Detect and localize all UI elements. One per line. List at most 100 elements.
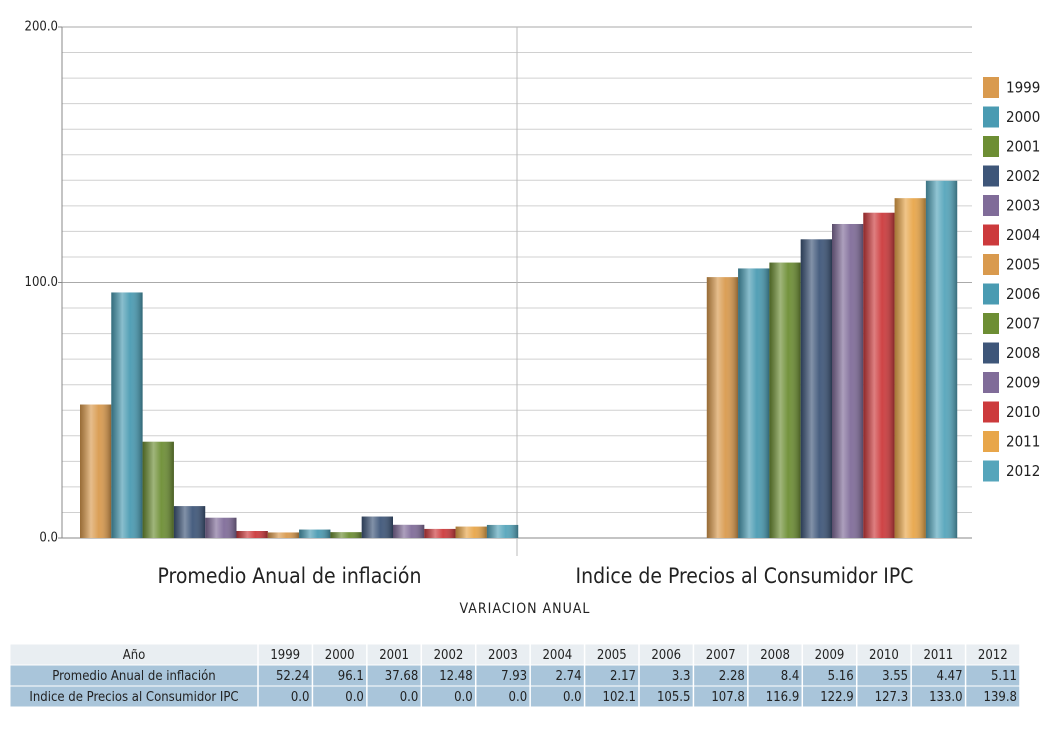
table-column-header: 2002: [434, 648, 464, 663]
legend-swatch: [983, 431, 999, 452]
table-column-header: 2010: [869, 648, 899, 663]
legend-swatch: [983, 77, 999, 98]
legend-label: 2005: [1006, 256, 1040, 274]
y-tick-label: 0.0: [39, 531, 58, 546]
legend-swatch: [983, 254, 999, 275]
bar-shade: [486, 524, 519, 538]
bar-shade: [142, 441, 174, 538]
table-cell: 2.17: [610, 669, 636, 684]
table-column-header: 2004: [542, 648, 572, 663]
bar-shade: [299, 529, 331, 538]
bar-shade: [832, 223, 864, 539]
bar-shade: [455, 526, 487, 538]
table-column-header: 2012: [978, 648, 1008, 663]
table-cell: 0.0: [454, 690, 473, 705]
bar-shade: [769, 262, 801, 538]
legend-label: 2011: [1006, 433, 1040, 451]
table-cell: 3.3: [672, 669, 691, 684]
bar-shade: [800, 239, 832, 538]
bar-shade: [925, 180, 958, 538]
table-column-header: 2003: [488, 648, 518, 663]
table-cell: 2.74: [556, 669, 582, 684]
legend-label: 2001: [1006, 138, 1040, 156]
legend-swatch: [983, 313, 999, 334]
table-cell: 5.16: [828, 669, 854, 684]
table-cell: 116.9: [766, 690, 799, 705]
table-cell: 52.24: [276, 669, 309, 684]
table-cell: 0.0: [563, 690, 582, 705]
x-tick-label: Indice de Precios al Consumidor IPC: [576, 564, 914, 588]
bar-shade: [361, 516, 393, 538]
table-cell: 3.55: [882, 669, 908, 684]
bar-shade: [393, 524, 425, 538]
table-cell: 102.1: [603, 690, 636, 705]
table-cell: 122.9: [820, 690, 853, 705]
legend-label: 2008: [1006, 344, 1040, 362]
bar-shade: [173, 506, 206, 538]
table-column-header: 2001: [379, 648, 409, 663]
legend-label: 2004: [1006, 226, 1040, 244]
table-row-label: Promedio Anual de inflación: [52, 669, 215, 684]
table-row-label: Indice de Precios al Consumidor IPC: [29, 690, 238, 705]
table-cell: 37.68: [385, 669, 418, 684]
table-column-header: 2000: [325, 648, 355, 663]
table-column-header: 2009: [815, 648, 845, 663]
legend-label: 2007: [1006, 315, 1040, 333]
legend-swatch: [983, 136, 999, 157]
bar-shade: [424, 528, 456, 538]
legend-label: 2012: [1006, 462, 1040, 480]
x-tick-label: Promedio Anual de inflación: [158, 564, 422, 588]
table-column-header: 2005: [597, 648, 627, 663]
table-cell: 0.0: [509, 690, 528, 705]
x-axis-label: VARIACION ANUAL: [460, 601, 591, 617]
table-cell: 105.5: [657, 690, 690, 705]
legend-label: 2002: [1006, 167, 1040, 185]
table-cell: 96.1: [338, 669, 364, 684]
legend-label: 2010: [1006, 403, 1040, 421]
legend-swatch: [983, 283, 999, 305]
table-cell: 133.0: [929, 690, 962, 705]
table-column-header: 2006: [651, 648, 681, 663]
legend-swatch: [983, 372, 999, 393]
legend-swatch: [983, 195, 999, 216]
table-cell: 8.4: [781, 669, 800, 684]
bar-shade: [330, 532, 362, 538]
legend-label: 2009: [1006, 374, 1040, 392]
legend-swatch: [983, 460, 999, 482]
table-cell: 7.93: [501, 669, 527, 684]
table-cell: 12.48: [439, 669, 472, 684]
bar-shade: [706, 277, 739, 538]
table-column-header: 2008: [760, 648, 790, 663]
legend-label: 2000: [1006, 108, 1040, 126]
table-cell: 127.3: [875, 690, 908, 705]
legend-swatch: [983, 106, 999, 128]
table-header: Año: [123, 648, 146, 663]
table-cell: 2.28: [719, 669, 745, 684]
table-cell: 5.11: [991, 669, 1017, 684]
bar-shade: [738, 268, 770, 538]
legend-swatch: [983, 401, 999, 423]
bar-shade: [863, 212, 895, 538]
bar-shade: [80, 404, 112, 538]
bar-shade: [894, 198, 926, 538]
table-cell: 4.47: [937, 669, 963, 684]
table-column-header: 1999: [270, 648, 300, 663]
legend-swatch: [983, 342, 999, 364]
legend-swatch: [983, 224, 999, 246]
table-cell: 0.0: [291, 690, 310, 705]
bar-shade: [111, 292, 143, 538]
table-column-header: 2011: [923, 648, 953, 663]
bar-shade: [236, 530, 268, 538]
bar-shade: [267, 532, 300, 538]
y-tick-label: 100.0: [25, 275, 58, 290]
legend-label: 2006: [1006, 285, 1040, 303]
legend-swatch: [983, 165, 999, 187]
legend-label: 1999: [1006, 79, 1040, 97]
table-cell: 0.0: [345, 690, 364, 705]
bar-shade: [205, 517, 237, 538]
legend-label: 2003: [1006, 197, 1040, 215]
table-cell: 0.0: [400, 690, 419, 705]
y-tick-label: 200.0: [25, 20, 58, 35]
table-cell: 139.8: [984, 690, 1017, 705]
